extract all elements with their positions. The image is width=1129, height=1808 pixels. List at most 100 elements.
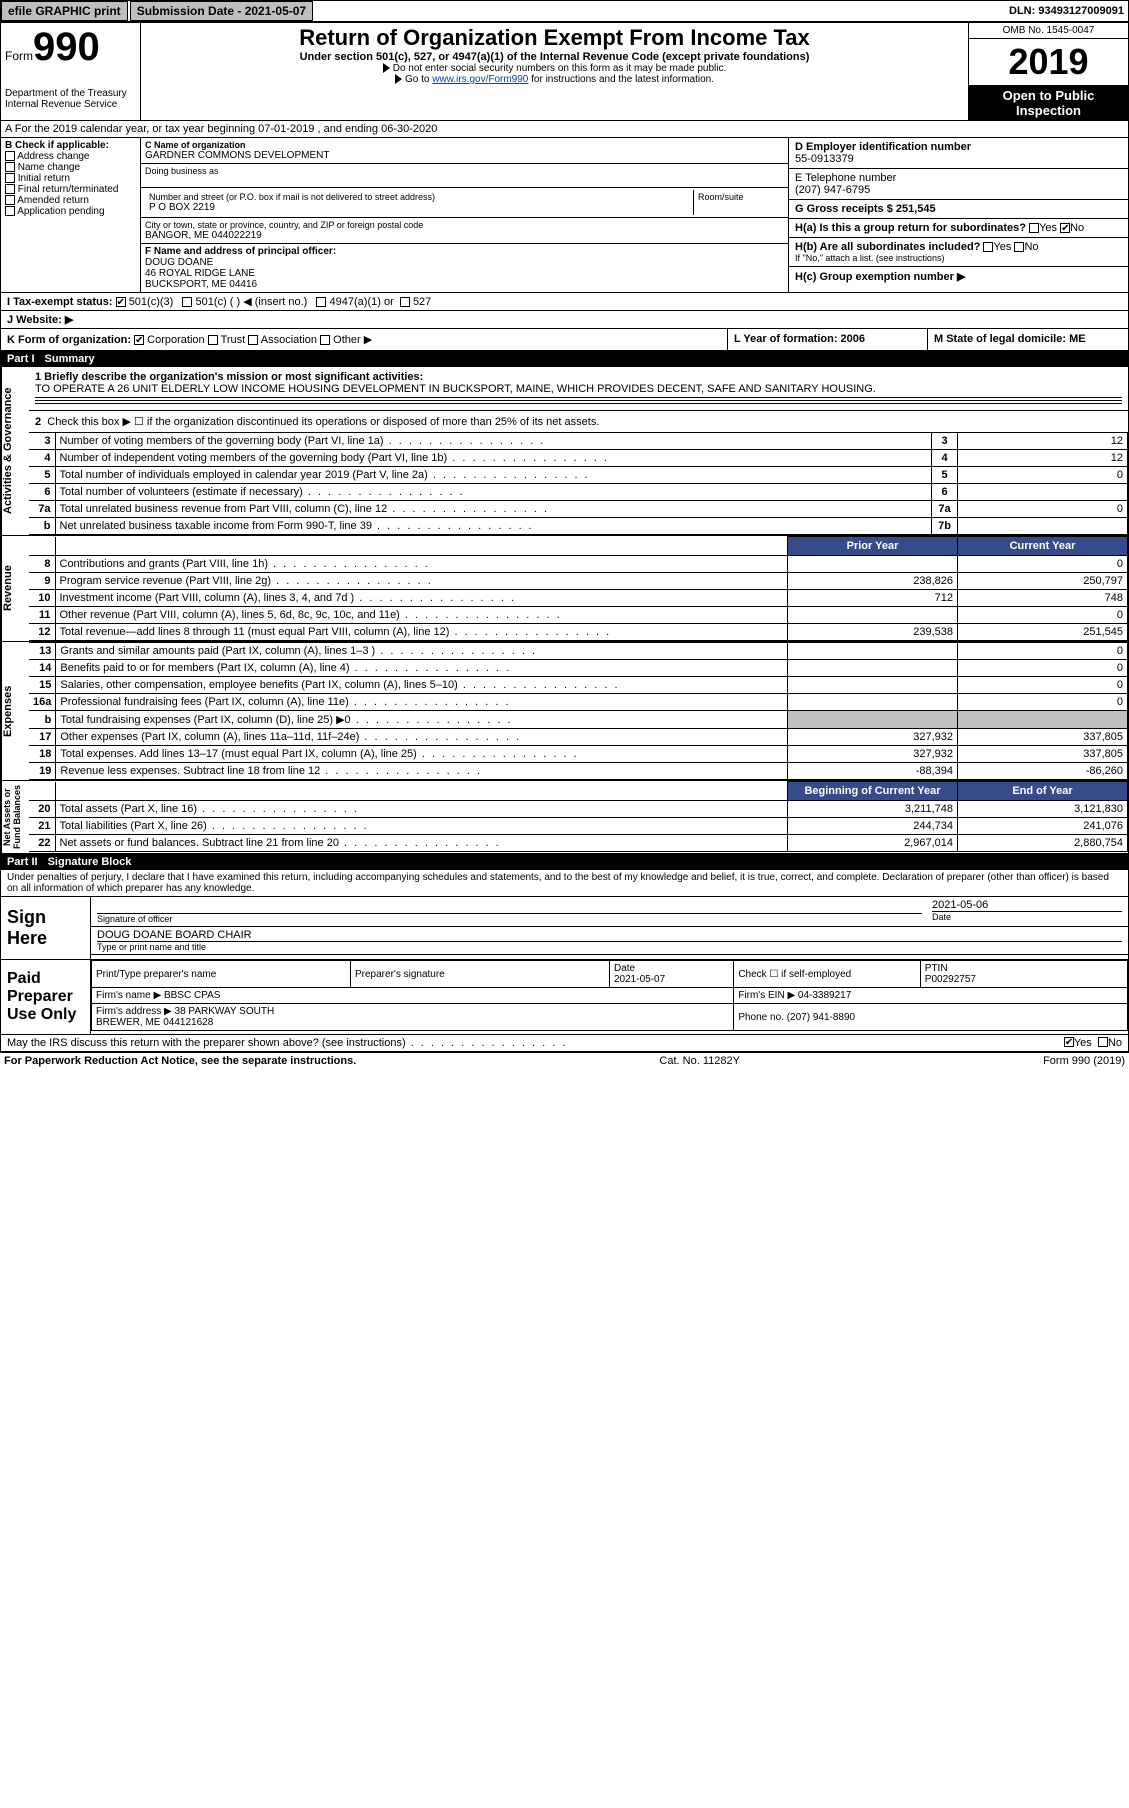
b-check[interactable]	[5, 173, 15, 183]
ha-label: H(a) Is this a group return for subordin…	[795, 222, 1026, 234]
i-opt4: 527	[413, 296, 431, 308]
yes-label: Yes	[1074, 1037, 1092, 1049]
b-title: B Check if applicable:	[5, 140, 136, 151]
form-main: Form990 Department of the Treasury Inter…	[0, 22, 1129, 1053]
no-label: No	[1108, 1037, 1122, 1049]
header-right: OMB No. 1545-0047 2019 Open to Public In…	[968, 23, 1128, 120]
discuss-label: May the IRS discuss this return with the…	[7, 1037, 567, 1049]
form-word: Form	[5, 49, 33, 63]
firm-ein: 04-3389217	[798, 990, 851, 1001]
part1-title: Summary	[45, 353, 95, 365]
footer-mid: Cat. No. 11282Y	[659, 1055, 740, 1067]
k-other-check[interactable]	[320, 335, 330, 345]
ein-val: 55-0913379	[795, 153, 1122, 165]
hb-no-check[interactable]	[1014, 242, 1024, 252]
i-opt2: 501(c) ( ) ◀ (insert no.)	[196, 296, 308, 308]
b-check[interactable]	[5, 162, 15, 172]
sig-date-label: Date	[932, 911, 1122, 922]
k-label: K Form of organization:	[7, 334, 131, 346]
page-footer: For Paperwork Reduction Act Notice, see …	[0, 1053, 1129, 1069]
prep-h4: Check ☐ if self-employed	[734, 961, 920, 988]
b-check[interactable]	[5, 206, 15, 216]
k-corp-check[interactable]	[134, 335, 144, 345]
prep-h5: PTIN	[925, 963, 948, 974]
footer-left: For Paperwork Reduction Act Notice, see …	[4, 1055, 356, 1067]
i-501c3-check[interactable]	[116, 297, 126, 307]
paid-prep-label: Paid Preparer Use Only	[1, 960, 91, 1034]
part2-num: Part II	[7, 856, 38, 868]
sig-officer-label: Signature of officer	[97, 913, 922, 924]
g-label: G Gross receipts $ 251,545	[795, 203, 1122, 215]
officer-print-label: Type or print name and title	[97, 941, 1122, 952]
begin-year-hdr: Beginning of Current Year	[788, 782, 958, 801]
officer-name: DOUG DOANE	[145, 257, 784, 268]
hb-yes-check[interactable]	[983, 242, 993, 252]
discuss-no-check[interactable]	[1098, 1037, 1108, 1047]
prep-h2: Preparer's signature	[351, 961, 610, 988]
sig-date: 2021-05-06	[932, 899, 1122, 911]
i-4947-check[interactable]	[316, 297, 326, 307]
kl-row: K Form of organization: Corporation Trus…	[1, 329, 1128, 351]
prep-ptin: P00292757	[925, 974, 976, 985]
dept-label: Department of the Treasury Internal Reve…	[5, 88, 136, 110]
governance-table: 3Number of voting members of the governi…	[29, 432, 1128, 535]
ha-yes-check[interactable]	[1029, 223, 1039, 233]
k-assoc-check[interactable]	[248, 335, 258, 345]
ha-no-check[interactable]	[1060, 223, 1070, 233]
city-label: City or town, state or province, country…	[145, 220, 784, 230]
part2-header: Part II Signature Block	[1, 854, 1128, 870]
hc-label: H(c) Group exemption number ▶	[789, 267, 1128, 286]
preparer-table: Print/Type preparer's namePreparer's sig…	[91, 960, 1128, 1031]
col-b-checks: B Check if applicable: Address change Na…	[1, 138, 141, 292]
yes-label: Yes	[993, 241, 1011, 253]
prior-year-hdr: Prior Year	[788, 537, 958, 556]
firm-addr-label: Firm's address ▶	[96, 1006, 172, 1017]
vtab-governance: Activities & Governance	[1, 367, 29, 535]
prep-date: 2021-05-07	[614, 974, 665, 985]
triangle-icon	[395, 74, 402, 84]
form-title: Return of Organization Exempt From Incom…	[147, 25, 962, 51]
footer-right: Form 990 (2019)	[1043, 1055, 1125, 1067]
phone-val: (207) 947-6795	[795, 184, 1122, 196]
org-name: GARDNER COMMONS DEVELOPMENT	[145, 150, 784, 161]
k-trust-check[interactable]	[208, 335, 218, 345]
no-label: No	[1070, 222, 1084, 234]
discuss-yes-check[interactable]	[1064, 1037, 1074, 1047]
header-mid: Return of Organization Exempt From Incom…	[141, 23, 968, 120]
e-label: E Telephone number	[795, 172, 1122, 184]
j-row: J Website: ▶	[1, 311, 1128, 329]
b-check[interactable]	[5, 195, 15, 205]
part1-header: Part I Summary	[1, 351, 1128, 367]
goto-pre: Go to	[405, 74, 432, 85]
i-501c-check[interactable]	[182, 297, 192, 307]
m-row: M State of legal domicile: ME	[928, 329, 1128, 350]
form-subtitle: Under section 501(c), 527, or 4947(a)(1)…	[147, 51, 962, 63]
efile-button[interactable]: efile GRAPHIC print	[1, 1, 128, 21]
addr-label: Number and street (or P.O. box if mail i…	[149, 192, 689, 202]
netassets-table: Beginning of Current YearEnd of Year 20T…	[29, 781, 1128, 852]
prep-h3: Date	[614, 963, 635, 974]
firm-name: BBSC CPAS	[164, 990, 221, 1001]
room-label: Room/suite	[694, 190, 784, 215]
hb-label: H(b) Are all subordinates included?	[795, 241, 980, 253]
dba-label: Doing business as	[145, 166, 784, 176]
i-527-check[interactable]	[400, 297, 410, 307]
part2-title: Signature Block	[48, 856, 132, 868]
b-check[interactable]	[5, 184, 15, 194]
submission-button[interactable]: Submission Date - 2021-05-07	[130, 1, 313, 21]
col-cde: C Name of organizationGARDNER COMMONS DE…	[141, 138, 788, 292]
ein-label: Firm's EIN ▶	[738, 990, 795, 1001]
irs-link[interactable]: www.irs.gov/Form990	[432, 74, 528, 85]
org-city: BANGOR, ME 044022219	[145, 230, 784, 241]
vtab-expenses: Expenses	[1, 642, 29, 780]
k-trust: Trust	[221, 334, 246, 346]
firm-phone-label: Phone no.	[738, 1012, 784, 1023]
k-other: Other ▶	[333, 334, 372, 346]
k-corp: Corporation	[147, 334, 204, 346]
part1-num: Part I	[7, 353, 35, 365]
b-check[interactable]	[5, 151, 15, 161]
officer-addr: 46 ROYAL RIDGE LANE BUCKSPORT, ME 04416	[145, 268, 784, 290]
f-label: F Name and address of principal officer:	[145, 246, 784, 257]
officer-print-name: DOUG DOANE BOARD CHAIR	[97, 929, 1122, 941]
sig-declaration: Under penalties of perjury, I declare th…	[1, 870, 1128, 897]
